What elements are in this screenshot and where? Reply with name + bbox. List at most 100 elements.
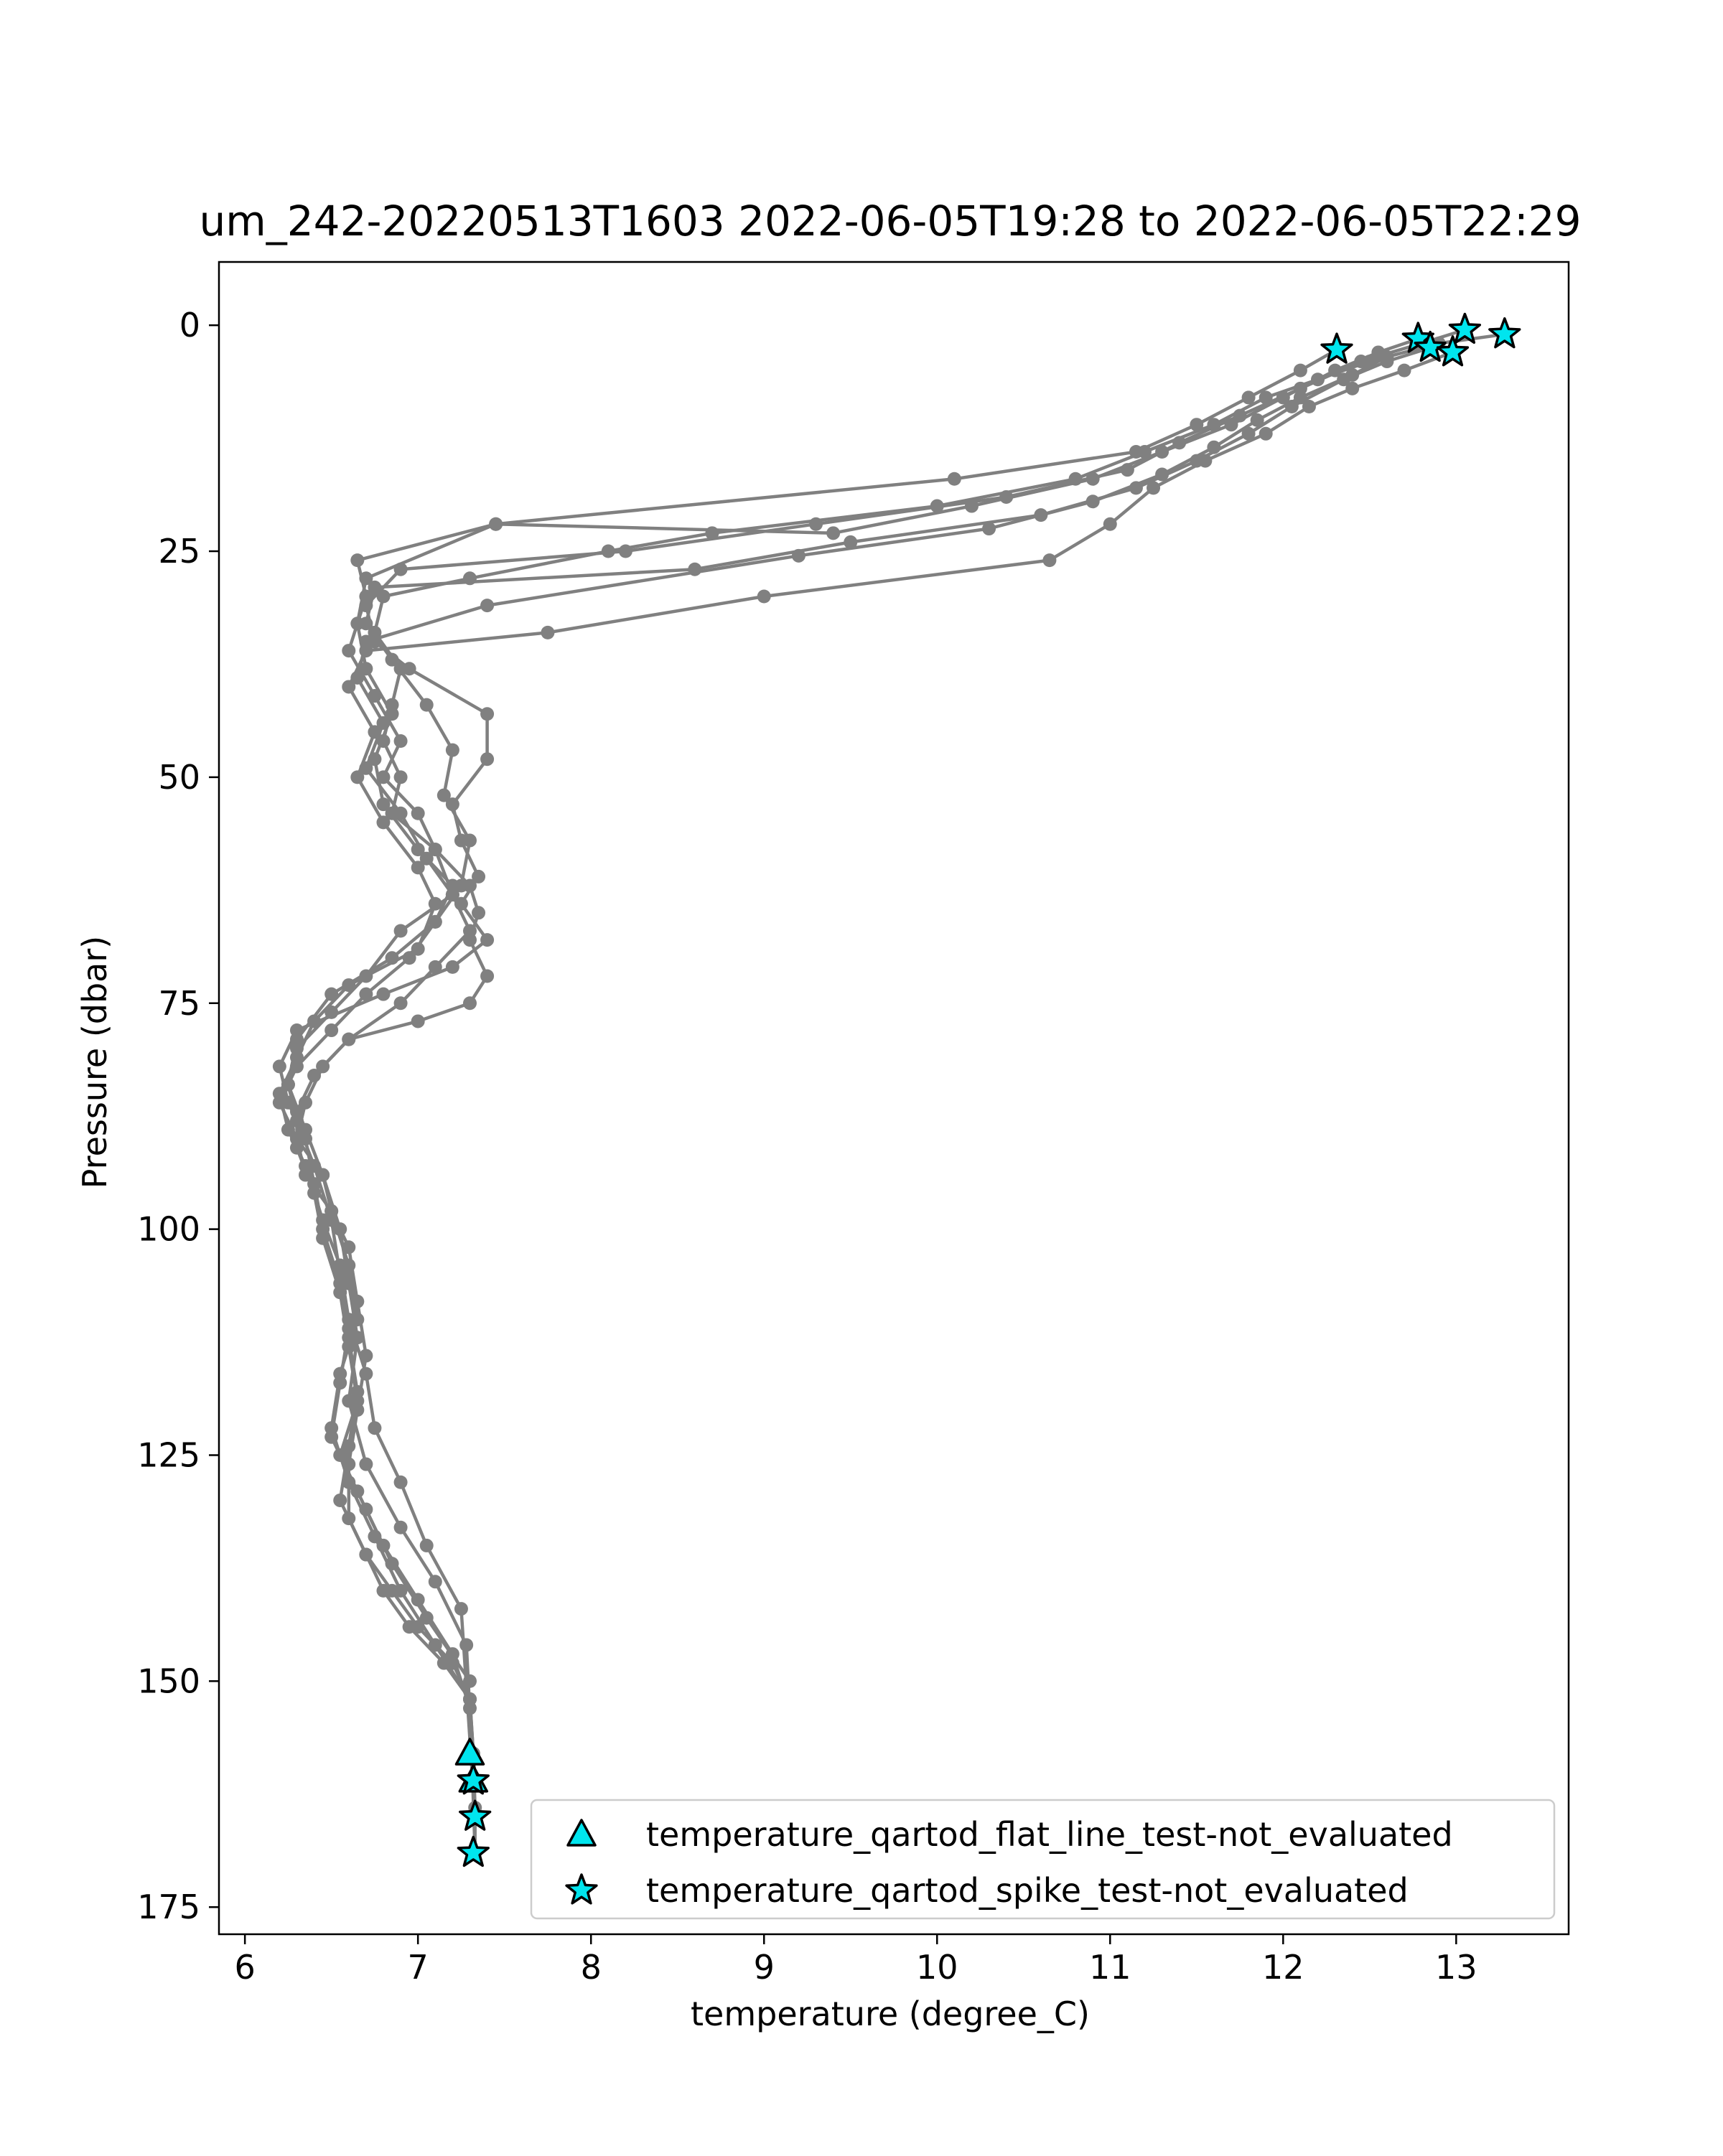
profile-point (359, 571, 373, 586)
profile-point (393, 1520, 408, 1534)
profile-point (393, 1475, 408, 1489)
profile-point (342, 644, 356, 658)
profile-point (436, 788, 451, 802)
profile-line (278, 350, 1454, 1817)
profile-point (1380, 350, 1394, 364)
profile-point (480, 707, 495, 721)
y-tick-label: 50 (158, 758, 200, 797)
x-tick-label: 12 (1262, 1948, 1304, 1987)
profile-point (1207, 440, 1221, 454)
profile-point (1085, 472, 1100, 486)
profile-point (272, 1059, 286, 1074)
star-marker (1436, 335, 1470, 367)
profile-point (1293, 363, 1307, 378)
profile-point (472, 906, 486, 920)
profile-point (1085, 495, 1100, 509)
profile-point (376, 716, 391, 730)
profile-point (393, 770, 408, 784)
profile-point (1345, 381, 1360, 395)
profile-point (289, 1105, 304, 1119)
legend-marker-triangle (566, 1819, 597, 1847)
profile-point (307, 1069, 322, 1083)
y-tick-label: 150 (137, 1661, 200, 1700)
profile-point (462, 996, 477, 1011)
profile-point (618, 544, 632, 558)
profile-point (324, 1204, 339, 1218)
x-tick-label: 13 (1435, 1948, 1477, 1987)
x-tick-label: 6 (235, 1948, 256, 1987)
profile-point (1129, 444, 1143, 459)
plot-area (272, 312, 1521, 1867)
x-tick-label: 7 (408, 1948, 429, 1987)
profile-point (1293, 390, 1307, 405)
profile-point (289, 1059, 304, 1074)
y-tick-label: 100 (137, 1210, 200, 1249)
profile-point (947, 472, 961, 486)
profile-point (359, 761, 373, 775)
profile-point (342, 978, 356, 993)
profile-point (480, 752, 495, 767)
profile-point (1103, 517, 1117, 531)
profile-point (359, 662, 373, 676)
x-tick-label: 9 (754, 1948, 775, 1987)
profile-point (459, 1638, 474, 1652)
profile-7 (289, 350, 1394, 1688)
profile-point (809, 517, 823, 531)
star-marker (1320, 332, 1353, 364)
profile-point (333, 1493, 347, 1507)
y-tick-label: 25 (158, 532, 200, 571)
profile-point (368, 1421, 382, 1435)
star-marker (1414, 330, 1447, 362)
profile-point (428, 1638, 442, 1652)
profile-point (316, 1231, 330, 1245)
profile-point (333, 1448, 347, 1462)
x-tick-label: 8 (581, 1948, 602, 1987)
profile-point (350, 553, 365, 568)
legend: temperature_qartod_flat_line_test-not_ev… (530, 1799, 1556, 1920)
profile-point (368, 580, 382, 594)
x-tick-label: 11 (1089, 1948, 1131, 1987)
profile-point (393, 806, 408, 820)
profile-point (350, 1394, 365, 1408)
profile-point (1042, 553, 1057, 568)
star-marker (1448, 312, 1482, 345)
profile-point (359, 634, 373, 649)
profile-point (428, 960, 442, 974)
profile-point (428, 914, 442, 929)
star-marker (457, 1835, 490, 1867)
profile-point (445, 888, 459, 902)
profile-point (1155, 467, 1169, 482)
star-marker (457, 1763, 490, 1795)
profile-point (411, 861, 425, 875)
profile-point (462, 1692, 477, 1707)
x-axis-label: temperature (degree_C) (691, 1995, 1090, 2033)
profile-point (791, 548, 806, 563)
profile-point (445, 797, 459, 812)
profile-point (428, 843, 442, 857)
profile-point (359, 987, 373, 1001)
profile-point (316, 1168, 330, 1182)
profile-point (1302, 400, 1316, 414)
star-marker (1488, 317, 1521, 349)
profile-point (1276, 390, 1290, 405)
profile-point (1397, 363, 1411, 378)
profile-point (445, 960, 459, 974)
profile-point (359, 1547, 373, 1562)
profile-point (393, 924, 408, 938)
profile-point (307, 1186, 322, 1200)
profile-point (462, 1674, 477, 1688)
profile-point (1241, 426, 1256, 441)
profile-point (1198, 454, 1213, 468)
y-axis-label: Pressure (dbar) (75, 936, 114, 1189)
profile-point (1190, 418, 1204, 432)
profile-point (445, 743, 459, 757)
profile-point (419, 1611, 434, 1625)
profile-point (289, 1032, 304, 1046)
profile-point (480, 933, 495, 947)
profile-point (419, 1538, 434, 1552)
y-tick-label: 175 (137, 1888, 200, 1926)
profile-point (324, 1023, 339, 1038)
profile-point (393, 1583, 408, 1598)
